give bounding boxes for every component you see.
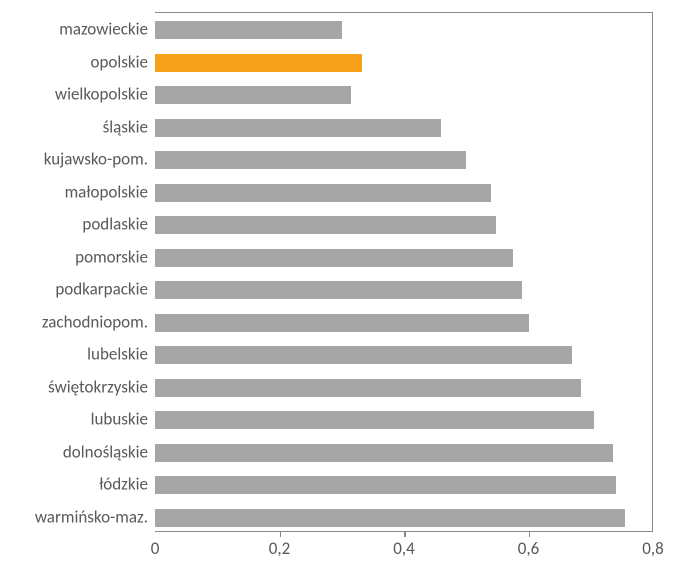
category-label: łódzkie [10,474,148,495]
x-tick [404,531,406,537]
bar [155,21,342,39]
bar [155,216,496,234]
bar [155,346,572,364]
bar [155,476,616,494]
category-label: lubelskie [10,344,148,365]
x-tick-label: 0,4 [393,538,414,559]
bar [155,379,581,397]
bar [155,444,613,462]
x-tick-label: 0,6 [518,538,539,559]
category-label: lubuskie [10,409,148,430]
category-label: kujawsko-pom. [10,149,148,170]
bar [155,151,466,169]
category-label: podlaskie [10,214,148,235]
bar [155,509,625,527]
category-label: pomorskie [10,246,148,267]
bar [155,411,594,429]
plot-area: 00,20,40,60,8 [155,12,653,532]
x-tick-label: 0 [151,538,160,559]
x-tick [280,531,282,537]
x-tick-label: 0,2 [269,538,290,559]
category-label: wielkopolskie [10,84,148,105]
bar [155,314,529,332]
bar [155,281,522,299]
x-tick [529,531,531,537]
bar [155,54,362,72]
category-label: opolskie [10,51,148,72]
category-label: podkarpackie [10,279,148,300]
x-tick-label: 0,8 [642,538,663,559]
category-label: małopolskie [10,181,148,202]
bar-chart: 00,20,40,60,8mazowieckieopolskiewielkopo… [0,0,687,585]
category-label: zachodniopom. [10,311,148,332]
category-label: warmińsko-maz. [10,506,148,527]
category-label: świętokrzyskie [10,376,148,397]
category-label: śląskie [10,116,148,137]
category-label: mazowieckie [10,19,148,40]
category-label: dolnośląskie [10,441,148,462]
bar [155,86,351,104]
bar [155,184,491,202]
bar [155,249,513,267]
bar [155,119,441,137]
